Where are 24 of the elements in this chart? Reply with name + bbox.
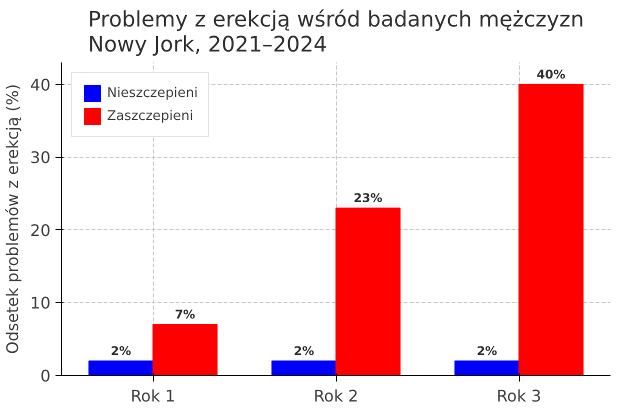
y-tick-label: 0 bbox=[40, 366, 51, 386]
bar bbox=[454, 360, 520, 376]
legend-label: Zaszczepieni bbox=[107, 108, 194, 124]
bar bbox=[336, 208, 401, 376]
legend-label: Nieszczepieni bbox=[107, 86, 198, 100]
x-tick-label: Rok 3 bbox=[496, 386, 542, 406]
data-label: 2% bbox=[476, 344, 498, 358]
bar bbox=[271, 360, 336, 376]
data-label: 2% bbox=[110, 344, 132, 358]
y-tick-label: 20 bbox=[30, 220, 50, 240]
x-tick-label: Rok 2 bbox=[314, 386, 358, 406]
bar bbox=[518, 84, 584, 376]
bar bbox=[88, 360, 154, 376]
data-label: 40% bbox=[536, 67, 566, 82]
x-tick-label: Rok 1 bbox=[130, 386, 176, 406]
y-tick-label: 10 bbox=[30, 294, 50, 313]
y-axis-title: Odsetek problemów z erekcją (%) bbox=[3, 84, 22, 354]
y-tick-label: 30 bbox=[30, 148, 50, 168]
data-label: 7% bbox=[174, 308, 196, 322]
chart-title: Problemy z erekcją wśród badanych mężczyzn Nowy Jork, 2021–2024 bbox=[88, 8, 584, 58]
y-tick-label: 40 bbox=[30, 75, 50, 94]
data-label: 23% bbox=[354, 191, 382, 206]
data-label: 2% bbox=[294, 344, 314, 358]
bar bbox=[152, 324, 218, 376]
